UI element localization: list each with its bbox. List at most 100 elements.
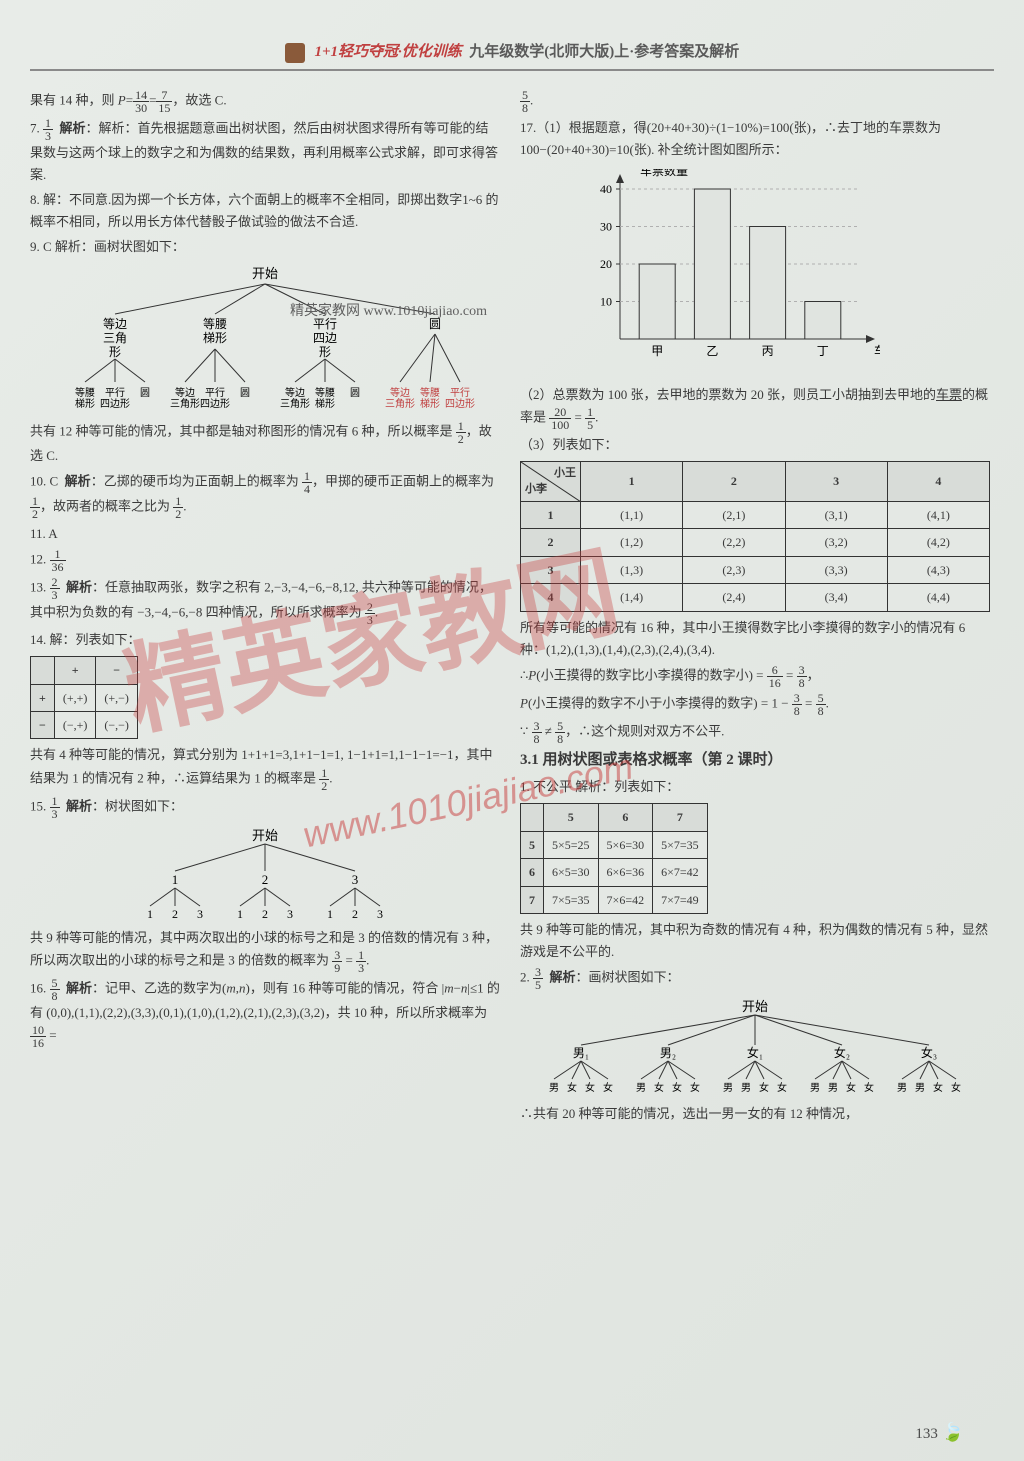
svg-text:女: 女 [933,1081,943,1094]
svg-text:四边形: 四边形 [100,398,130,410]
svg-text:四边形: 四边形 [200,398,230,410]
svg-text:平行: 平行 [450,386,470,399]
tree9-svg: 开始 等边 三角 形 等腰 梯形 平行 四边 形 圆 等腰梯形 平行四边形 圆 … [45,264,485,414]
q11: 11. A [30,523,500,545]
q7: 7. 13 解析：解析：首先根据题意画出树状图，然后由树状图求得所有等可能的结果… [30,117,500,186]
svg-text:男: 男 [810,1082,820,1094]
svg-text:女: 女 [567,1081,577,1094]
svg-text:四边: 四边 [313,331,337,345]
svg-text:丁: 丁 [817,344,829,358]
svg-text:3: 3 [352,872,359,887]
svg-text:2: 2 [262,907,268,921]
svg-text:甲: 甲 [651,344,663,358]
book-title: 九年级数学(北师大版)上·参考答案及解析 [469,44,739,60]
svg-text:女₃: 女₃ [921,1045,937,1060]
svg-text:三角形: 三角形 [385,398,415,410]
svg-text:开始: 开始 [252,828,278,843]
q15-head: 15. 13 解析：树状图如下： [30,795,500,820]
q13: 13. 23 解析：任意抽取两张，数字之积有 2,−3,−4,−6,−8,12,… [30,576,500,626]
q17-3-t4: ∵ 38 ≠ 58，∴这个规则对双方不公平. [520,720,990,745]
q16: 16. 58 解析：记甲、乙选的数字为(m,n)，则有 16 种等可能的情况，符… [30,977,500,1049]
leaf-icon: 🍃 [942,1422,964,1442]
svg-text:女: 女 [951,1081,961,1094]
table-s2q1: 567 55×5=255×6=305×7=35 66×5=306×6=366×7… [520,803,708,914]
svg-text:30: 30 [600,219,612,233]
right-column: 58. 17.（1）根据题意，得(20+40+30)÷(1−10%)=100(张… [520,86,990,1129]
q9-note: 共有 12 种等可能的情况，其中都是轴对称图形的情况有 6 种，所以概率是 12… [30,420,500,467]
svg-text:三角形: 三角形 [280,398,310,410]
svg-text:等边: 等边 [390,386,410,399]
tree-q15: 开始 1 2 3 123 123 123 [30,826,500,921]
svg-text:车票数量: 车票数量 [640,169,688,178]
q17-2: （2）总票数为 100 张，去甲地的票数为 20 张，则员工小胡抽到去甲地的车票… [520,384,990,431]
svg-text:形: 形 [319,345,331,359]
q17-1: 17.（1）根据题意，得(20+40+30)÷(1−10%)=100(张)，∴去… [520,117,990,161]
svg-text:梯形: 梯形 [203,331,227,345]
q14-tail: 共有 4 种等可能的情况，算式分别为 1+1+1=3,1+1−1=1, 1−1+… [30,744,500,791]
q15-tail: 共 9 种等可能的情况，其中两次取出的小球的标号之和是 3 的倍数的情况有 3 … [30,927,500,974]
svg-text:20: 20 [600,257,612,271]
svg-text:女₂: 女₂ [834,1045,850,1060]
svg-text:开始: 开始 [252,266,278,281]
svg-text:等腰: 等腰 [203,317,227,331]
svg-text:圆: 圆 [350,387,360,399]
svg-text:三角形: 三角形 [170,398,200,410]
svg-text:等腰: 等腰 [75,386,95,399]
series-sub: ·优化训练 [398,44,462,60]
bar-chart: 10203040车票数量甲乙丙丁车票种类 [580,169,990,376]
q7-text: 解析：首先根据题意画出树状图，然后由树状图求得所有等可能的结果数与这两个球上的数… [30,120,498,182]
svg-text:女₁: 女₁ [747,1045,763,1060]
section-3-1: 3.1 用树状图或表格求概率（第 2 课时） [520,748,990,774]
svg-text:男: 男 [549,1082,559,1094]
svg-text:平行: 平行 [105,386,125,399]
svg-text:圆: 圆 [140,387,150,399]
svg-text:40: 40 [600,182,612,196]
watermark-small: 精英家教网 www.1010jiajiao.com [290,300,487,324]
q8: 8. 解：不同意.因为掷一个长方体，六个面朝上的概率不全相同，即掷出数字1~6 … [30,189,500,233]
svg-text:3: 3 [377,907,383,921]
svg-text:梯形: 梯形 [75,397,95,410]
svg-text:女: 女 [759,1081,769,1094]
svg-text:1: 1 [147,907,153,921]
svg-text:女: 女 [585,1081,595,1094]
svg-text:男: 男 [828,1082,838,1094]
svg-text:男₁: 男₁ [573,1046,589,1060]
tree-q9: 开始 等边 三角 形 等腰 梯形 平行 四边 形 圆 等腰梯形 平行四边形 圆 … [30,264,500,414]
q17-3-t1: 所有等可能的情况有 16 种，其中小王摸得数字比小李摸得的数字小的情况有 6 种… [520,617,990,661]
svg-text:圆: 圆 [240,387,250,399]
svg-text:丙: 丙 [762,344,774,358]
q17-3-t2: ∴P(小王摸得的数字比小李摸得的数字小) = 616 = 38， [520,664,990,689]
svg-text:女: 女 [654,1081,664,1094]
svg-text:男: 男 [915,1082,925,1094]
svg-text:平行: 平行 [205,386,225,399]
svg-text:女: 女 [864,1081,874,1094]
svg-text:10: 10 [600,294,612,308]
q10: 10. C 解析：乙掷的硬币均为正面朝上的概率为 14，甲掷的硬币正面朝上的概率… [30,470,500,520]
svg-text:女: 女 [690,1081,700,1094]
svg-text:男: 男 [636,1082,646,1094]
s2-q1-tail: 共 9 种等可能的情况，其中积为奇数的情况有 4 种，积为偶数的情况有 5 种，… [520,919,990,963]
svg-text:等边: 等边 [103,317,127,331]
table-q14: +− +(+,+)(+,−) −(−,+)(−,−) [30,656,138,739]
svg-text:男₂: 男₂ [660,1046,676,1060]
svg-text:女: 女 [777,1081,787,1094]
logo-icon [285,43,305,63]
svg-text:2: 2 [172,907,178,921]
svg-text:开始: 开始 [742,999,768,1014]
s2-q2-tail: ∴共有 20 种等可能的情况，选出一男一女的有 12 种情况， [520,1103,990,1125]
svg-text:梯形: 梯形 [420,397,440,410]
series-title: 1+1轻巧夺冠 [314,44,398,60]
svg-text:男: 男 [741,1082,751,1094]
svg-text:车票种类: 车票种类 [874,343,880,358]
q9-head: 9. C 解析：画树状图如下： [30,236,500,258]
svg-text:1: 1 [327,907,333,921]
svg-text:2: 2 [352,907,358,921]
svg-text:男: 男 [723,1082,733,1094]
page-header: 1+1轻巧夺冠·优化训练 九年级数学(北师大版)上·参考答案及解析 [30,40,994,71]
svg-text:女: 女 [603,1081,613,1094]
svg-text:形: 形 [109,345,121,359]
svg-text:等边: 等边 [175,386,195,399]
s2-q1-head: 1. 不公平 解析：列表如下： [520,776,990,798]
svg-text:3: 3 [197,907,203,921]
q6-tail: 果有 14 种，则 P=1430=715，故选 C. [30,89,500,114]
